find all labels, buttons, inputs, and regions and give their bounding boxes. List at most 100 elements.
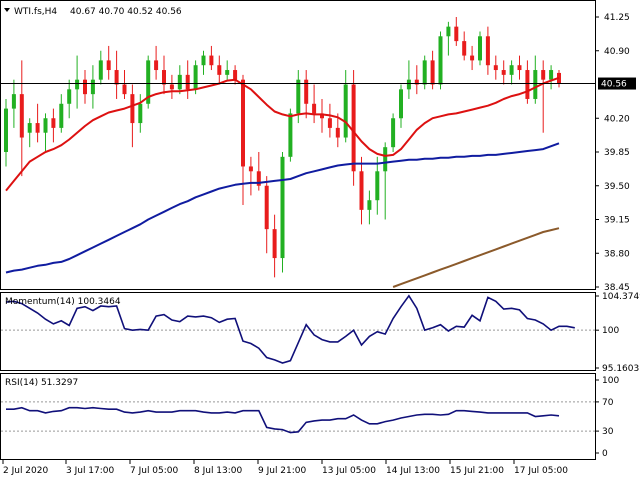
candle-bear <box>169 84 174 90</box>
candle-bear <box>122 84 127 95</box>
rsi-panel <box>0 373 596 460</box>
time-tick-label: 7 Jul 05:00 <box>130 466 179 476</box>
candle-bull <box>375 171 380 201</box>
time-tick-label: 2 Jul 2020 <box>3 466 48 476</box>
candle-bull <box>27 123 32 133</box>
symbol-label: WTI.fs,H4 <box>14 7 57 17</box>
candle-bull <box>75 79 80 90</box>
time-tick-label: 3 Jul 17:00 <box>66 466 115 476</box>
time-tick-label: 14 Jul 13:00 <box>386 466 440 476</box>
candle-bear <box>414 79 419 85</box>
ma-slow-line <box>392 227 560 288</box>
rsi-line <box>6 406 560 434</box>
moving-averages-layer <box>5 76 560 288</box>
price-tick-label: 39.15 <box>604 216 630 226</box>
momentum-panel <box>0 292 596 371</box>
candle-bull <box>225 70 230 75</box>
price-tick-label: 38.80 <box>604 249 630 259</box>
candle-bear <box>162 70 166 85</box>
rsi-tick-label: 0 <box>602 449 608 459</box>
momentum-tick-label: 95.1603 <box>602 364 639 374</box>
candle-bear <box>312 103 317 114</box>
candle-bear <box>525 70 530 99</box>
candle-bull <box>59 103 64 128</box>
rsi-tick-label: 30 <box>602 427 614 437</box>
price-tick-label: 39.50 <box>604 182 630 192</box>
candle-bear <box>454 26 459 42</box>
momentum-line <box>5 294 575 364</box>
main-panel <box>0 0 596 290</box>
candle-bull <box>280 156 285 259</box>
candle-bull <box>43 118 48 133</box>
candle-bear <box>517 65 522 71</box>
rsi-tick-label: 70 <box>602 398 614 408</box>
candle-bull <box>367 200 372 210</box>
candle-bull <box>138 103 143 124</box>
candle-bear <box>154 60 159 71</box>
candle-bull <box>193 65 198 90</box>
candle-bear <box>501 70 506 75</box>
candle-bull <box>146 60 151 104</box>
current-price-label: 40.56 <box>601 80 627 90</box>
candle-bear <box>51 118 56 128</box>
candle-bull <box>177 74 182 90</box>
candle-bull <box>549 70 554 80</box>
candle-bull <box>90 79 95 95</box>
candle-bull <box>446 26 451 37</box>
candle-bull <box>406 79 411 90</box>
candle-bull <box>67 89 72 104</box>
candle-bear <box>485 36 490 66</box>
candle-bear <box>359 171 364 210</box>
momentum-tick-label: 100 <box>602 326 619 336</box>
candle-bear <box>35 123 40 133</box>
ma-mid-line <box>5 142 560 274</box>
candle-bear <box>335 127 340 138</box>
candle-bull <box>509 65 514 75</box>
candle-bear <box>106 60 111 71</box>
candle-bear <box>248 166 253 172</box>
candle-bear <box>241 79 245 167</box>
time-tick-label: 17 Jul 05:00 <box>514 466 568 476</box>
candle-bear <box>541 70 546 80</box>
price-tick-label: 39.85 <box>604 148 630 158</box>
candle-bear <box>264 185 269 230</box>
candle-bear <box>320 113 324 119</box>
price-tick-label: 38.45 <box>604 283 630 293</box>
candle-bear <box>304 79 309 104</box>
candle-bear <box>114 70 119 85</box>
axes-layer: 41.25 40.90 40.20 39.85 39.50 39.15 38.80 38.45… <box>2 13 640 476</box>
momentum-tick-label: 104.3749 <box>602 292 640 302</box>
ma-fast-line <box>5 76 560 192</box>
dropdown-triangle-icon[interactable] <box>4 8 10 12</box>
rsi-tick-label: 100 <box>602 376 619 386</box>
candle-bear <box>130 94 135 124</box>
momentum-label: Momentum(14) 100.3464 <box>5 297 121 307</box>
candle-bear <box>185 74 190 90</box>
candle-bear <box>351 84 356 172</box>
candle-bull <box>288 113 293 157</box>
candle-bull <box>383 147 388 172</box>
candle-bear <box>462 41 467 56</box>
candle-bear <box>272 229 277 259</box>
candle-bear <box>430 60 435 85</box>
time-tick-label: 15 Jul 21:00 <box>450 466 504 476</box>
candle-bull <box>11 94 16 109</box>
oscillators-layer <box>1 294 595 434</box>
time-tick-label: 8 Jul 13:00 <box>194 466 243 476</box>
price-tick-label: 40.90 <box>604 47 630 57</box>
candle-bull <box>343 84 348 138</box>
candle-bull <box>399 89 403 119</box>
candle-bear <box>256 171 261 186</box>
candle-bear <box>470 55 475 61</box>
ohlc-label: 40.67 40.70 40.52 40.56 <box>70 7 182 17</box>
candle-bull <box>4 108 8 152</box>
price-tick-label: 40.20 <box>604 114 630 124</box>
candle-bull <box>296 79 301 114</box>
candle-bull <box>478 36 482 61</box>
candle-bull <box>422 60 427 85</box>
candle-bull <box>438 36 443 85</box>
candle-bear <box>233 70 238 80</box>
candle-bear <box>493 65 498 71</box>
candle-bear <box>217 65 222 75</box>
